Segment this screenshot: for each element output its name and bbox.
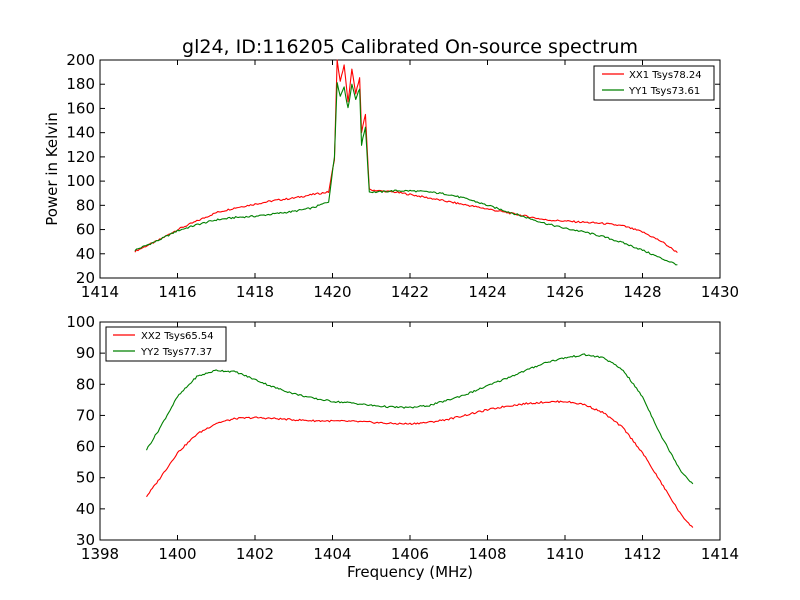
bottom-spectrum-plot: 1398 1400 1402 1404 1406 1408 1410 1412 1414 30 40… xyxy=(66,313,739,581)
bottom-x-tick-label: 1400 xyxy=(158,545,196,563)
top-y-tick-label: 160 xyxy=(66,99,95,117)
top-legend: XX1 Tsys78.24 YY1 Tsys73.61 xyxy=(593,65,715,101)
bottom-y-tick-label: 80 xyxy=(76,375,95,393)
top-x-tick-label: 1418 xyxy=(236,283,274,301)
bottom-plot-series xyxy=(145,353,694,528)
top-y-tick-label: 100 xyxy=(66,172,95,190)
bottom-y-tick-label: 90 xyxy=(76,344,95,362)
top-x-tick-label: 1414 xyxy=(81,283,119,301)
chart-title: gl24, ID:116205 Calibrated On-source spe… xyxy=(182,36,638,58)
top-series-line-0 xyxy=(134,59,678,253)
top-x-tick-label: 1430 xyxy=(701,283,739,301)
top-x-tick-label: 1416 xyxy=(158,283,196,301)
bottom-x-tick-label: 1414 xyxy=(701,545,739,563)
bottom-plot-ticks: 1398 1400 1402 1404 1406 1408 1410 1412 1414 30 40… xyxy=(66,313,739,563)
bottom-legend-label-yy2: YY2 Tsys77.37 xyxy=(140,347,212,358)
bottom-y-tick-label: 40 xyxy=(76,500,95,518)
bottom-y-tick-label: 50 xyxy=(76,469,95,487)
top-y-tick-label: 20 xyxy=(76,269,95,287)
bottom-y-tick-label: 30 xyxy=(76,531,95,549)
top-plot-series xyxy=(134,59,678,266)
top-x-tick-label: 1422 xyxy=(391,283,429,301)
bottom-series-line-1 xyxy=(145,353,694,485)
x-axis-label: Frequency (MHz) xyxy=(347,563,473,581)
top-x-tick-label: 1426 xyxy=(546,283,584,301)
bottom-series-line-0 xyxy=(146,400,694,528)
top-x-tick-label: 1424 xyxy=(468,283,506,301)
bottom-x-tick-label: 1408 xyxy=(468,545,506,563)
top-y-tick-label: 40 xyxy=(76,245,95,263)
bottom-x-tick-label: 1402 xyxy=(236,545,274,563)
top-y-tick-label: 80 xyxy=(76,196,95,214)
bottom-legend-label-xx2: XX2 Tsys65.54 xyxy=(141,331,214,342)
top-legend-label-xx1: XX1 Tsys78.24 xyxy=(629,70,702,81)
top-series-line-1 xyxy=(134,82,678,266)
bottom-legend-box xyxy=(105,326,227,362)
top-y-tick-label: 120 xyxy=(66,148,95,166)
top-legend-box xyxy=(593,65,715,101)
top-plot-ticks: 1414 1416 1418 1420 1422 1424 1426 1428 1430 20 40… xyxy=(66,51,739,301)
bottom-x-tick-label: 1410 xyxy=(546,545,584,563)
top-y-axis-label: Power in Kelvin xyxy=(43,112,61,226)
top-y-tick-label: 60 xyxy=(76,221,95,239)
bottom-x-tick-label: 1406 xyxy=(391,545,429,563)
bottom-y-tick-label: 70 xyxy=(76,406,95,424)
bottom-y-tick-label: 60 xyxy=(76,438,95,456)
top-spectrum-plot: 1414 1416 1418 1420 1422 1424 1426 1428 1430 20 40… xyxy=(43,51,739,301)
bottom-legend: XX2 Tsys65.54 YY2 Tsys77.37 xyxy=(105,326,227,362)
top-x-tick-label: 1420 xyxy=(313,283,351,301)
top-legend-label-yy1: YY1 Tsys73.61 xyxy=(628,86,700,97)
top-y-tick-label: 180 xyxy=(66,75,95,93)
top-y-tick-label: 140 xyxy=(66,124,95,142)
top-x-tick-label: 1428 xyxy=(623,283,661,301)
bottom-y-tick-label: 100 xyxy=(66,313,95,331)
bottom-x-tick-label: 1404 xyxy=(313,545,351,563)
bottom-x-tick-label: 1398 xyxy=(81,545,119,563)
top-y-tick-label: 200 xyxy=(66,51,95,69)
bottom-x-tick-label: 1412 xyxy=(623,545,661,563)
